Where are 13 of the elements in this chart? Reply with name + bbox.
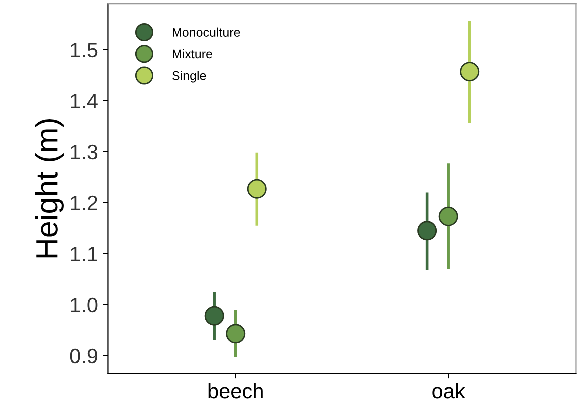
y-tick-label: 1.3 — [71, 144, 98, 160]
y-tick-label: 1.2 — [71, 196, 98, 210]
x-tick-label: oak — [432, 383, 466, 399]
y-tick-label: 1.1 — [71, 247, 98, 262]
x-tick-label: beech — [208, 383, 263, 399]
y-tick-label: 1.4 — [71, 94, 98, 108]
y-tick-label: 0.9 — [70, 348, 98, 364]
legend-label: Monoculture — [173, 28, 240, 37]
y-axis-title: Height (m) — [36, 119, 64, 258]
y-tick-label: 1.0 — [71, 298, 98, 313]
legend-label: Single — [172, 71, 206, 83]
legend-label: Mixture — [173, 49, 212, 59]
y-tick-label: 1.5 — [71, 43, 98, 58]
